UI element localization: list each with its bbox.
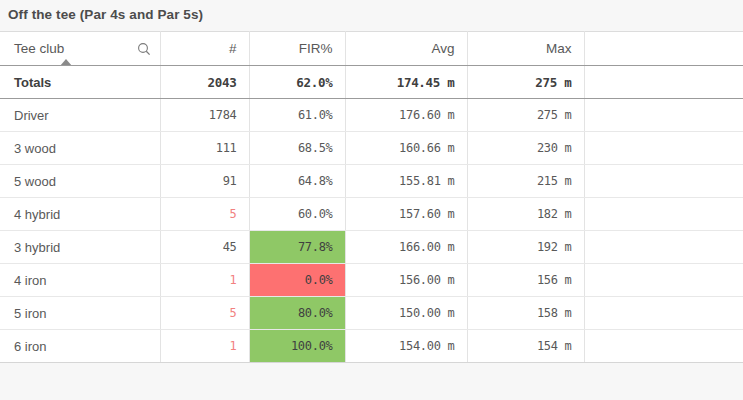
chart-title-bar: Off the tee (Par 4s and Par 5s): [0, 0, 743, 31]
totals-avg: 174.45 m: [345, 66, 467, 99]
cell-fir[interactable]: 0.0%: [249, 264, 345, 297]
header-row: Tee club # FIR% Avg Max: [0, 32, 743, 66]
straight-table: Tee club # FIR% Avg Max Totals 2043 62.0…: [0, 31, 743, 363]
cell-empty: [584, 330, 743, 363]
cell-count[interactable]: 1784: [160, 99, 249, 132]
cell-empty: [584, 165, 743, 198]
table-row: 3 hybrid4577.8%166.00 m192 m: [0, 231, 743, 264]
column-header-empty: [584, 32, 743, 66]
table-row: 6 iron1100.0%154.00 m154 m: [0, 330, 743, 363]
table-row: 4 iron10.0%156.00 m156 m: [0, 264, 743, 297]
cell-avg[interactable]: 155.81 m: [345, 165, 467, 198]
totals-empty-cell: [584, 66, 743, 99]
cell-avg[interactable]: 160.66 m: [345, 132, 467, 165]
totals-label: Totals: [0, 66, 160, 99]
column-header-avg[interactable]: Avg: [345, 32, 467, 66]
column-header-max[interactable]: Max: [467, 32, 584, 66]
table-row: 5 iron580.0%150.00 m158 m: [0, 297, 743, 330]
cell-empty: [584, 231, 743, 264]
cell-avg[interactable]: 166.00 m: [345, 231, 467, 264]
cell-avg[interactable]: 156.00 m: [345, 264, 467, 297]
cell-avg[interactable]: 150.00 m: [345, 297, 467, 330]
cell-tee-club[interactable]: 3 hybrid: [0, 231, 160, 264]
table-row: Driver178461.0%176.60 m275 m: [0, 99, 743, 132]
sort-ascending-icon: [60, 59, 72, 66]
cell-tee-club[interactable]: 5 wood: [0, 165, 160, 198]
cell-count[interactable]: 5: [160, 297, 249, 330]
cell-max[interactable]: 275 m: [467, 99, 584, 132]
cell-max[interactable]: 154 m: [467, 330, 584, 363]
cell-tee-club[interactable]: Driver: [0, 99, 160, 132]
cell-count[interactable]: 91: [160, 165, 249, 198]
cell-empty: [584, 297, 743, 330]
cell-max[interactable]: 156 m: [467, 264, 584, 297]
search-icon[interactable]: [137, 42, 151, 56]
cell-fir[interactable]: 68.5%: [249, 132, 345, 165]
cell-max[interactable]: 215 m: [467, 165, 584, 198]
cell-count[interactable]: 1: [160, 330, 249, 363]
cell-tee-club[interactable]: 4 hybrid: [0, 198, 160, 231]
column-header-tee-club-label: Tee club: [14, 41, 64, 56]
cell-count[interactable]: 1: [160, 264, 249, 297]
cell-empty: [584, 264, 743, 297]
cell-fir[interactable]: 60.0%: [249, 198, 345, 231]
cell-fir[interactable]: 77.8%: [249, 231, 345, 264]
cell-count[interactable]: 111: [160, 132, 249, 165]
cell-max[interactable]: 230 m: [467, 132, 584, 165]
column-header-fir[interactable]: FIR%: [249, 32, 345, 66]
column-header-count[interactable]: #: [160, 32, 249, 66]
chart-title: Off the tee (Par 4s and Par 5s): [8, 7, 735, 22]
cell-max[interactable]: 182 m: [467, 198, 584, 231]
cell-fir[interactable]: 80.0%: [249, 297, 345, 330]
table-row: 3 wood11168.5%160.66 m230 m: [0, 132, 743, 165]
cell-fir[interactable]: 64.8%: [249, 165, 345, 198]
cell-count[interactable]: 5: [160, 198, 249, 231]
cell-tee-club[interactable]: 5 iron: [0, 297, 160, 330]
cell-avg[interactable]: 157.60 m: [345, 198, 467, 231]
totals-count: 2043: [160, 66, 249, 99]
cell-max[interactable]: 192 m: [467, 231, 584, 264]
cell-count[interactable]: 45: [160, 231, 249, 264]
totals-fir: 62.0%: [249, 66, 345, 99]
cell-fir[interactable]: 100.0%: [249, 330, 345, 363]
cell-tee-club[interactable]: 3 wood: [0, 132, 160, 165]
cell-max[interactable]: 158 m: [467, 297, 584, 330]
cell-avg[interactable]: 154.00 m: [345, 330, 467, 363]
cell-empty: [584, 198, 743, 231]
table-row: 4 hybrid560.0%157.60 m182 m: [0, 198, 743, 231]
table-row: 5 wood9164.8%155.81 m215 m: [0, 165, 743, 198]
column-header-tee-club[interactable]: Tee club: [0, 32, 160, 66]
cell-tee-club[interactable]: 4 iron: [0, 264, 160, 297]
cell-empty: [584, 99, 743, 132]
totals-row: Totals 2043 62.0% 174.45 m 275 m: [0, 66, 743, 99]
cell-fir[interactable]: 61.0%: [249, 99, 345, 132]
cell-avg[interactable]: 176.60 m: [345, 99, 467, 132]
cell-empty: [584, 132, 743, 165]
cell-tee-club[interactable]: 6 iron: [0, 330, 160, 363]
table-body: Totals 2043 62.0% 174.45 m 275 m Driver1…: [0, 66, 743, 363]
totals-max: 275 m: [467, 66, 584, 99]
